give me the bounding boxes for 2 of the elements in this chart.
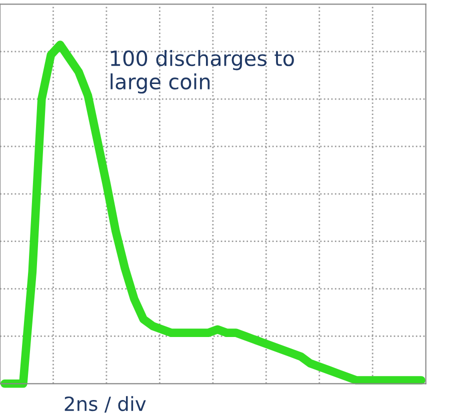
text: 2ns / div — [64, 396, 146, 413]
annotation: 100 discharges to large coin — [110, 50, 294, 94]
